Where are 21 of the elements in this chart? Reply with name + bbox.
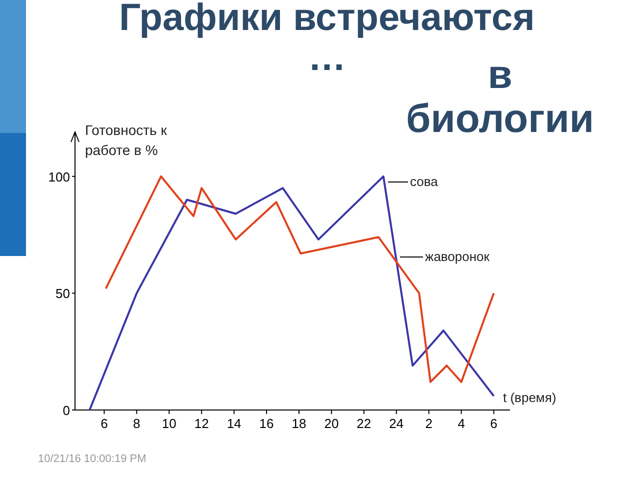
y-axis-title: Готовность к работе в % bbox=[85, 122, 168, 158]
x-tick-label: 12 bbox=[194, 416, 209, 431]
x-tick-label: 22 bbox=[356, 416, 372, 431]
x-tick-label: 6 bbox=[490, 416, 498, 431]
x-tick-label: 16 bbox=[259, 416, 274, 431]
series-label: сова bbox=[410, 174, 439, 189]
series-label: жаворонок bbox=[425, 249, 490, 264]
x-tick-label: 4 bbox=[458, 416, 465, 431]
x-tick-label: 2 bbox=[425, 416, 432, 431]
x-tick-label: 10 bbox=[162, 416, 176, 431]
x-tick-label: 18 bbox=[292, 416, 306, 431]
x-tick-label: 24 bbox=[389, 416, 404, 431]
x-tick-label: 14 bbox=[226, 416, 242, 431]
y-tick-label: 50 bbox=[56, 286, 70, 302]
text: 10/21/16 10:00:19 PM bbox=[38, 453, 146, 465]
y-tick-label: 100 bbox=[48, 169, 70, 184]
y-tick-label: 0 bbox=[62, 403, 70, 418]
x-axis-title: t (время) bbox=[503, 390, 556, 405]
x-tick-label: 20 bbox=[324, 416, 339, 431]
x-tick-label: 6 bbox=[100, 416, 108, 431]
x-tick-label: 8 bbox=[133, 416, 140, 431]
